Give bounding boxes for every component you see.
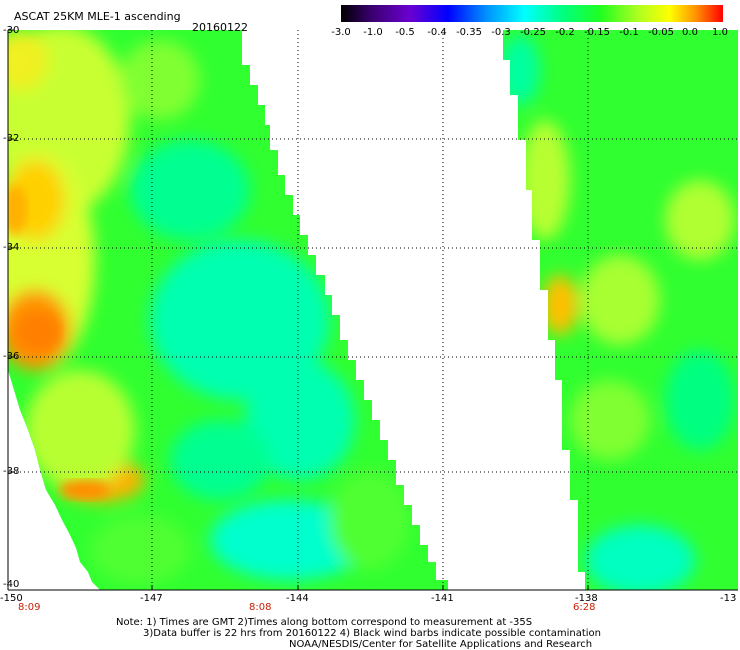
x-tick-label: -150: [0, 593, 23, 604]
pass-time-label: 8:08: [249, 602, 272, 613]
colorbar-tick: -0.3: [491, 27, 511, 38]
colorbar-tick: -0.35: [456, 27, 482, 38]
colorbar-tick: -1.0: [363, 27, 383, 38]
y-tick-label: -32: [3, 133, 20, 144]
colorbar-tick: -0.5: [395, 27, 415, 38]
y-tick-label: -30: [3, 25, 20, 36]
pass-time-label: 6:28: [573, 602, 596, 613]
map-title: ASCAT 25KM MLE-1 ascending: [14, 10, 181, 23]
y-tick-label: -36: [3, 351, 20, 362]
colorbar-tick: -0.2: [555, 27, 575, 38]
x-tick-label: -13: [720, 593, 737, 604]
y-tick-label: -38: [3, 466, 20, 477]
footer-note-3: NOAA/NESDIS/Center for Satellite Applica…: [289, 639, 593, 650]
colorbar-tick: -0.25: [520, 27, 546, 38]
colorbar-tick: -3.0: [331, 27, 351, 38]
colorbar-tick: -0.15: [584, 27, 610, 38]
footer-note-1: Note: 1) Times are GMT 2)Times along bot…: [116, 617, 533, 628]
left-swath: [8, 30, 448, 590]
y-tick-label: -40: [3, 579, 20, 590]
pass-time-label: 8:09: [18, 602, 41, 613]
footer-note-2: 3)Data buffer is 22 hrs from 20160122 4)…: [143, 628, 601, 639]
map-date: 20160122: [192, 21, 248, 34]
grid: [8, 30, 738, 590]
x-tick-label: -144: [286, 593, 309, 604]
colorbar-tick: 0.0: [682, 27, 698, 38]
colorbar-tick: 1.0: [712, 27, 728, 38]
x-tick-label: -147: [140, 593, 163, 604]
right-swath: [503, 30, 738, 590]
colorbar-tick: -0.1: [619, 27, 639, 38]
x-tick-label: -138: [575, 593, 598, 604]
colorbar-tick: -0.05: [648, 27, 674, 38]
y-tick-label: -34: [3, 242, 20, 253]
colorbar-tick: -0.4: [427, 27, 447, 38]
colorbar: [341, 5, 723, 22]
x-tick-label: -141: [431, 593, 454, 604]
